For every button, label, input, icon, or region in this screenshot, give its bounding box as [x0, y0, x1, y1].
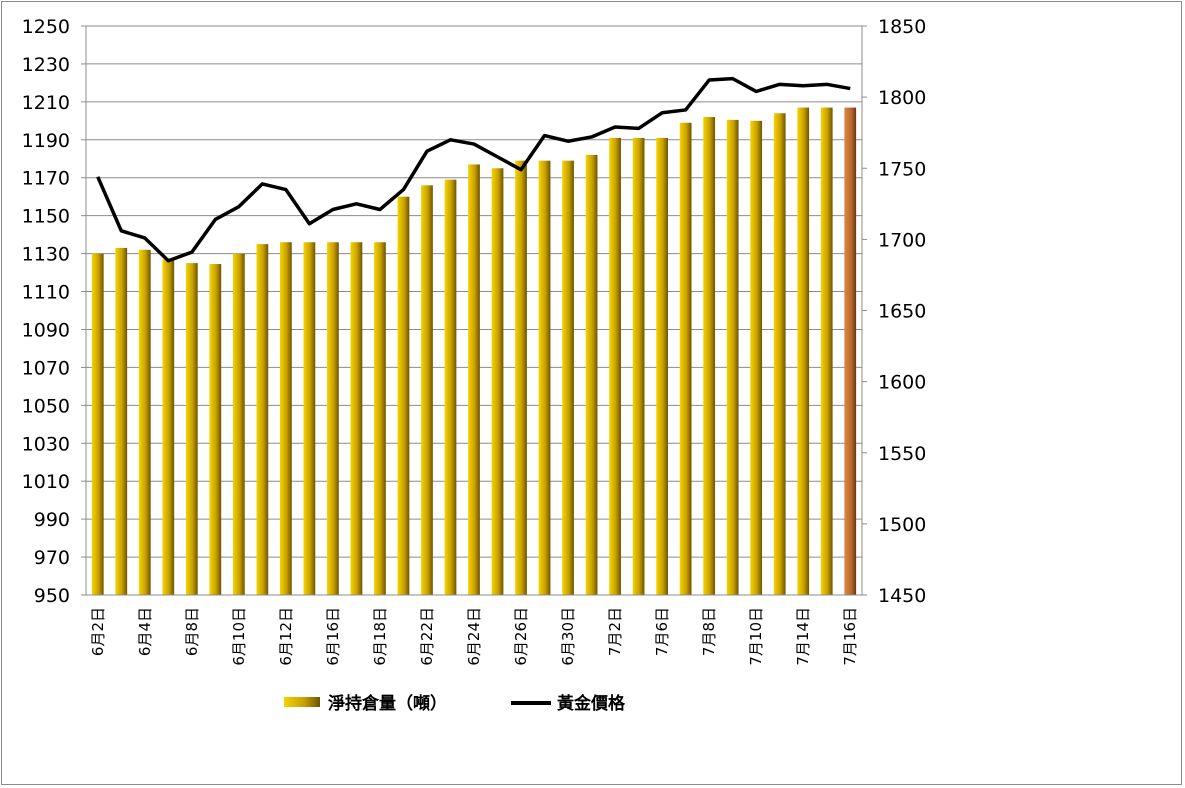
y-tick-label: 1030: [22, 433, 70, 455]
bar: [585, 154, 598, 595]
y2-tick-label: 1850: [878, 16, 926, 38]
x-tick-label: 6月26日: [512, 607, 530, 666]
y-tick-label: 1010: [22, 471, 70, 493]
x-tick-label: 7月6日: [653, 607, 671, 656]
y2-tick-label: 1550: [878, 443, 926, 465]
bar: [656, 137, 668, 596]
legend-line-label: 黃金價格: [556, 693, 626, 714]
bar: [115, 247, 128, 595]
bar: [444, 179, 457, 595]
legend-bar-swatch: [284, 697, 320, 707]
y-tick-label: 970: [34, 547, 70, 569]
bar: [844, 107, 857, 595]
x-tick-label: 7月14日: [794, 607, 812, 666]
bar: [797, 107, 810, 595]
left-axis-labels: 950 970 990 1010 1030 1050 1070 1090 1110 1130 115…: [22, 16, 70, 607]
bar: [303, 242, 316, 595]
bar: [209, 264, 222, 595]
x-tick-label: 7月2日: [606, 607, 624, 656]
line-series: [96, 76, 851, 263]
x-tick-label: 6月18日: [371, 607, 389, 666]
bar: [185, 263, 198, 595]
bar: [468, 164, 480, 595]
bar: [350, 242, 363, 595]
bar: [138, 249, 151, 595]
y-tick-label: 950: [34, 585, 70, 607]
bar: [256, 244, 269, 595]
bar: [820, 107, 833, 595]
y-tick-label: 990: [34, 509, 70, 531]
x-tick-label: 7月16日: [841, 607, 859, 666]
bar: [515, 160, 527, 595]
x-tick-label: 6月24日: [465, 607, 483, 666]
bar: [374, 242, 386, 595]
x-tick-label: 6月8日: [183, 607, 201, 656]
y-tick-label: 1170: [22, 168, 70, 190]
y-tick-label: 1050: [22, 395, 70, 417]
legend: 淨持倉量（噸） 黃金價格: [284, 693, 626, 714]
bar: [91, 253, 104, 595]
y-tick-label: 1110: [22, 282, 70, 304]
y2-tick-label: 1800: [878, 87, 926, 109]
x-tick-label: 6月2日: [89, 607, 107, 656]
bar: [421, 185, 433, 595]
x-tick-label: 6月12日: [277, 607, 295, 666]
bar: [162, 259, 175, 595]
bar: [280, 242, 292, 595]
bar: [609, 137, 621, 596]
bar: [703, 117, 716, 595]
y-tick-label: 1190: [22, 130, 70, 152]
bar: [327, 242, 339, 595]
x-tick-label: 7月8日: [700, 607, 718, 656]
y-tick-label: 1150: [22, 206, 70, 228]
price-line: [96, 76, 851, 263]
x-tick-label: 7月10日: [747, 607, 765, 666]
y2-tick-label: 1650: [878, 301, 926, 323]
bar: [750, 120, 763, 595]
x-tick-label: 6月10日: [230, 607, 248, 666]
y2-tick-label: 1600: [878, 372, 926, 394]
axes: [81, 25, 867, 596]
x-tick-label: 6月4日: [136, 607, 154, 656]
y2-tick-label: 1450: [878, 585, 926, 607]
y-tick-label: 1230: [22, 54, 70, 76]
y-tick-label: 1210: [22, 92, 70, 114]
bar: [562, 160, 574, 595]
y-tick-label: 1070: [22, 357, 70, 379]
y-tick-label: 1090: [22, 319, 70, 341]
y2-tick-label: 1750: [878, 158, 926, 180]
bar: [538, 160, 551, 595]
bar: [679, 122, 692, 595]
bar: [491, 168, 504, 595]
bar: [773, 113, 786, 595]
x-tick-label: 6月22日: [418, 607, 436, 666]
y-tick-label: 1250: [22, 16, 70, 38]
bar: [632, 137, 645, 596]
y2-tick-label: 1700: [878, 229, 926, 251]
x-axis-labels: 6月2日 6月4日 6月8日 6月10日 6月12日 6月16日 6月18日 6月22日 6月2…: [89, 607, 859, 666]
bar: [397, 196, 410, 595]
x-tick-label: 6月16日: [324, 607, 342, 666]
bar: [232, 253, 245, 595]
y2-tick-label: 1500: [878, 514, 926, 536]
x-tick-label: 6月30日: [559, 607, 577, 666]
bar: [726, 119, 739, 595]
legend-bar-label: 淨持倉量（噸）: [328, 693, 447, 714]
y-tick-label: 1130: [22, 244, 70, 266]
right-axis-labels: 1450 1500 1550 1600 1650 1700 1750 1800 1850: [878, 16, 926, 607]
bar-series: [91, 107, 857, 596]
